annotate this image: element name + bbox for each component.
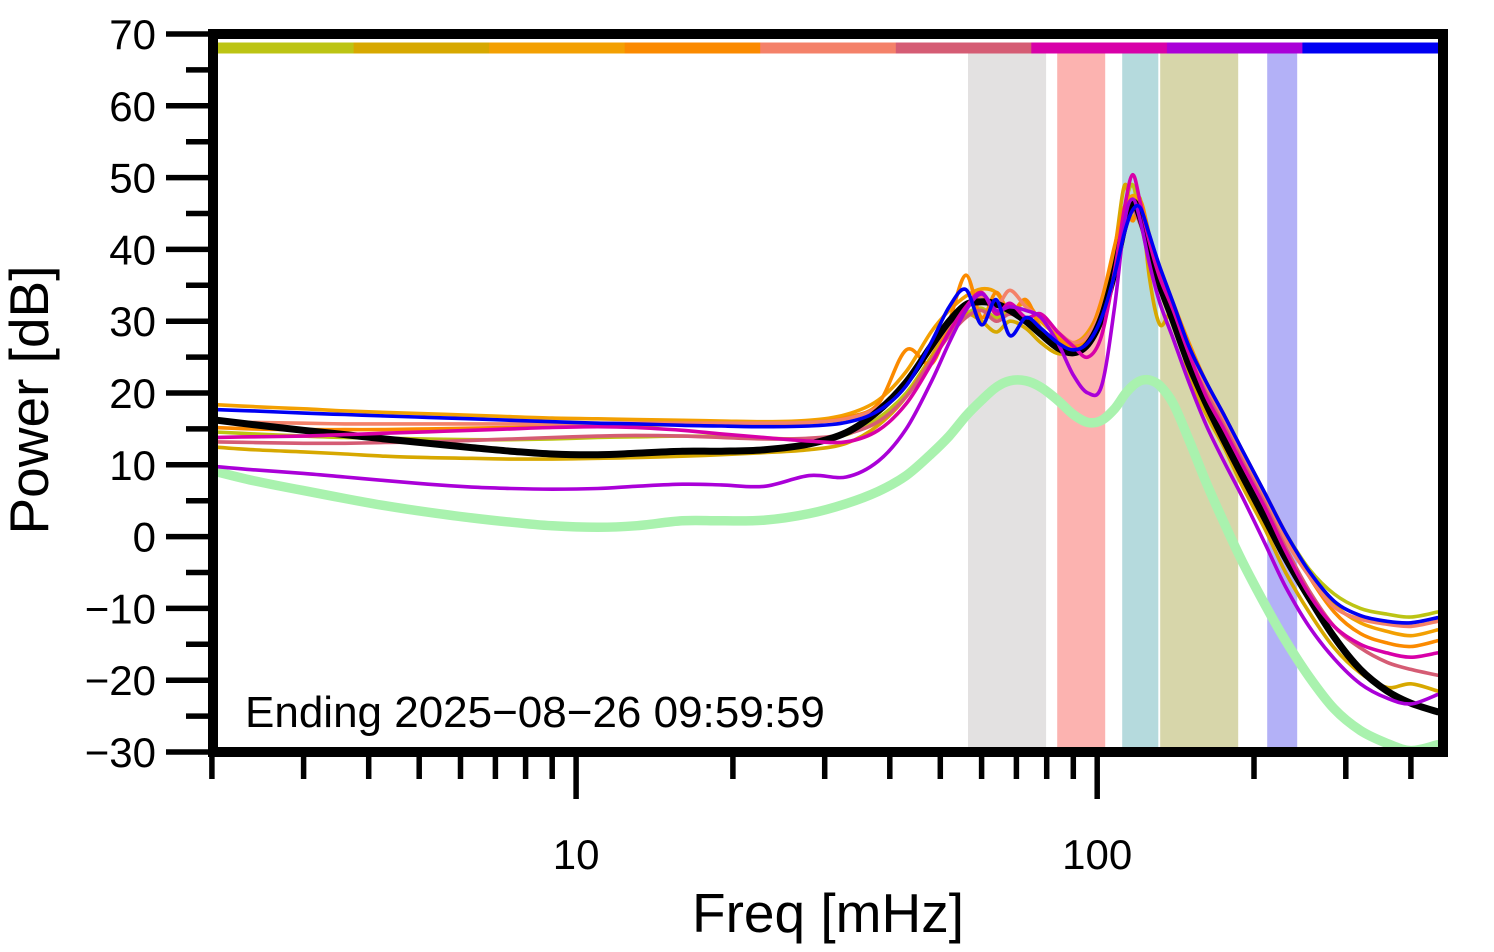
curve-reference xyxy=(218,374,1438,747)
y-tick-label-20: 20 xyxy=(109,370,156,417)
x-tick-label-10: 10 xyxy=(553,831,600,878)
y-tick-label-50: 50 xyxy=(109,155,156,202)
y-axis-title: Power [dB] xyxy=(0,265,60,534)
y-tick-label-40: 40 xyxy=(109,226,156,273)
x-axis-title: Freq [mHz] xyxy=(692,882,964,944)
tick-layer xyxy=(166,31,1414,799)
y-tick-label-60: 60 xyxy=(109,83,156,130)
time-segment-3 xyxy=(489,42,626,54)
y-tick-label--10: −10 xyxy=(85,585,156,632)
y-tick-label-30: 30 xyxy=(109,298,156,345)
curve-segment-9 xyxy=(218,203,1438,625)
annotation-ending-time: Ending 2025−08−26 09:59:59 xyxy=(245,688,825,737)
x-tick-label-100: 100 xyxy=(1062,831,1132,878)
curve-segment-8 xyxy=(218,197,1438,706)
time-segment-2 xyxy=(353,42,490,54)
band-pink xyxy=(1057,53,1106,747)
time-segment-1 xyxy=(218,42,355,54)
time-segment-5 xyxy=(760,42,897,54)
y-tick-label--20: −20 xyxy=(85,657,156,704)
time-segment-colorbar xyxy=(218,42,1439,54)
curve-layer xyxy=(218,172,1438,747)
time-segment-8 xyxy=(1166,42,1304,54)
curve-segment-2 xyxy=(218,182,1438,693)
curve-mean xyxy=(218,198,1438,716)
band-teal xyxy=(1122,53,1159,747)
curve-segment-1 xyxy=(218,182,1438,619)
time-segment-9 xyxy=(1302,42,1439,54)
highlight-band-layer xyxy=(968,53,1298,747)
time-segment-6 xyxy=(895,42,1033,54)
plot-frame xyxy=(208,29,1448,757)
time-segment-4 xyxy=(624,42,762,54)
y-tick-label-0: 0 xyxy=(133,514,156,561)
y-tick-label-70: 70 xyxy=(109,11,156,58)
y-tick-label--30: −30 xyxy=(85,729,156,776)
y-tick-label-10: 10 xyxy=(109,442,156,489)
time-segment-7 xyxy=(1031,42,1168,54)
